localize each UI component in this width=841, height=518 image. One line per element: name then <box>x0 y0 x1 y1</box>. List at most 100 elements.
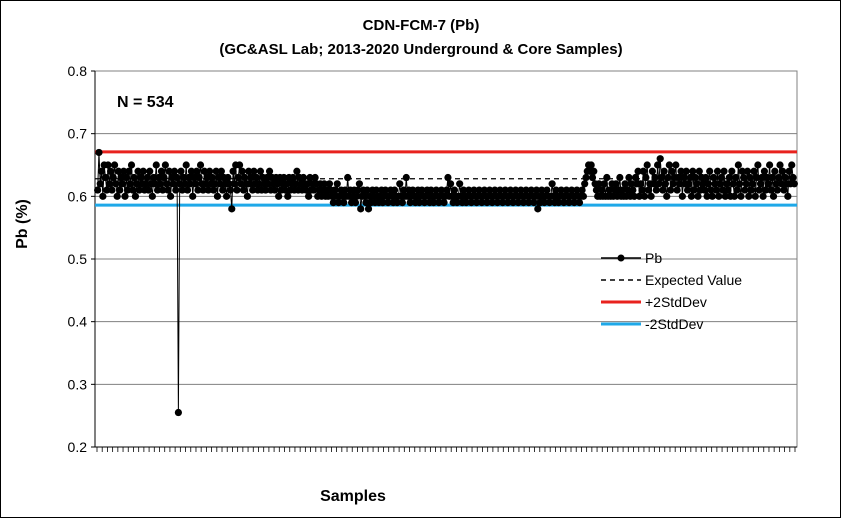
pb-data-point <box>707 186 715 194</box>
pb-data-point <box>122 173 130 182</box>
pb-data-point <box>255 180 263 188</box>
pb-data-point <box>174 408 182 417</box>
pb-data-point <box>467 199 475 207</box>
pb-data-point <box>114 167 123 175</box>
pb-data-point <box>598 186 606 194</box>
y-axis-ticks: 0.8 0.7 0.6 0.5 0.4 0.3 0.2 <box>68 63 95 455</box>
pb-data-point <box>565 199 573 207</box>
pb-data-point <box>581 180 589 188</box>
pb-data-point <box>720 167 728 175</box>
pb-data-point <box>379 199 387 207</box>
pb-data-point <box>440 199 448 207</box>
pb-data-point <box>741 186 749 194</box>
pb-data-point <box>157 167 166 175</box>
pb-data-point <box>687 192 696 200</box>
pb-data-point <box>264 180 272 188</box>
pb-data-point <box>110 161 119 169</box>
pb-data-point <box>631 173 640 182</box>
pb-data-point <box>194 186 202 194</box>
pb-data-point <box>193 167 201 175</box>
pb-data-point <box>108 186 116 194</box>
pb-data-point <box>639 167 647 175</box>
pb-data-point <box>652 186 660 194</box>
pb-data-point <box>680 173 688 182</box>
pb-data-point <box>361 192 369 200</box>
pb-data-point <box>660 167 668 175</box>
pb-data-point <box>729 180 737 188</box>
pb-data-point <box>630 192 638 200</box>
pb-data-point <box>99 192 107 200</box>
pb-data-point <box>605 186 614 194</box>
pb-data-point <box>732 173 740 182</box>
pb-data-point <box>329 199 337 207</box>
pb-data-point <box>230 180 238 188</box>
pb-data-point <box>754 161 762 169</box>
pb-data-point <box>299 173 307 182</box>
pb-data-point <box>415 199 423 207</box>
pb-data-point <box>733 186 741 194</box>
pb-data-point <box>504 199 512 207</box>
pb-data-point <box>637 180 645 188</box>
n-annotation: N = 534 <box>117 94 174 111</box>
pb-data-point <box>351 199 360 207</box>
pb-data-point <box>121 192 129 200</box>
pb-data-point <box>432 186 440 194</box>
pb-data-point <box>514 199 522 207</box>
pb-data-point <box>129 186 137 194</box>
pb-data-point <box>555 199 563 207</box>
pb-data-point <box>691 173 699 182</box>
pb-data-point <box>635 192 643 200</box>
pb-data-point <box>249 186 257 194</box>
pb-data-point <box>182 161 190 169</box>
pb-data-point <box>668 167 676 175</box>
pb-data-point <box>334 199 343 207</box>
pb-data-point <box>788 161 796 169</box>
pb-data-point <box>683 186 692 194</box>
pb-data-point <box>173 173 181 182</box>
pb-data-point <box>191 180 199 188</box>
pb-data-point <box>396 180 404 188</box>
pb-data-point <box>470 186 478 194</box>
pb-data-point <box>512 186 520 194</box>
legend-expected-label: Expected Value <box>645 272 742 288</box>
pb-data-point <box>661 180 670 188</box>
pb-data-point <box>475 186 483 194</box>
pb-data-point <box>354 186 362 194</box>
pb-data-point <box>519 199 528 207</box>
pb-data-point <box>310 186 318 194</box>
pb-data-point <box>362 199 370 207</box>
pb-data-point <box>95 148 103 157</box>
y-tick-label: 0.6 <box>68 188 88 204</box>
pb-data-point <box>669 180 677 188</box>
chart-subtitle: (GC&ASL Lab; 2013-2020 Underground & Cor… <box>219 41 622 58</box>
pb-data-point <box>493 199 502 207</box>
pb-data-point <box>713 167 722 175</box>
pb-data-point <box>759 192 767 200</box>
pb-data-point <box>216 180 224 188</box>
pb-data-point <box>654 161 662 169</box>
pb-data-point <box>104 161 112 169</box>
pb-data-point <box>587 161 595 169</box>
pb-data-point <box>204 186 212 194</box>
pb-data-point <box>170 167 179 175</box>
pb-data-point <box>568 186 576 194</box>
pb-data-point <box>206 167 214 175</box>
pb-data-point <box>560 199 568 207</box>
pb-data-point <box>665 161 673 169</box>
pb-data-point <box>751 192 759 200</box>
pb-data-point <box>694 192 702 200</box>
pb-data-point <box>739 173 748 182</box>
pb-data-point <box>499 199 507 207</box>
pb-data-point <box>663 192 671 200</box>
pb-data-point <box>150 173 158 182</box>
pb-data-point <box>302 186 310 194</box>
pb-data-point <box>685 180 693 188</box>
legend-plus2sd-label: +2StdDev <box>645 294 707 310</box>
pb-data-point <box>134 167 142 175</box>
pb-data-point <box>196 161 205 169</box>
pb-data-point <box>213 192 222 200</box>
pb-data-point <box>208 173 216 182</box>
pb-data-point <box>137 173 145 182</box>
pb-data-point <box>664 173 672 182</box>
pb-data-point <box>612 180 620 188</box>
